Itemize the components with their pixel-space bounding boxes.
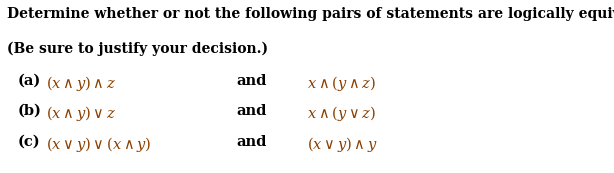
Text: $(x \wedge y) \wedge z$: $(x \wedge y) \wedge z$ bbox=[46, 74, 116, 93]
Text: $x \wedge (y \wedge z)$: $x \wedge (y \wedge z)$ bbox=[307, 74, 376, 93]
Text: and: and bbox=[236, 104, 266, 118]
Text: $(x \vee y) \wedge y$: $(x \vee y) \wedge y$ bbox=[307, 135, 378, 154]
Text: and: and bbox=[236, 135, 266, 149]
Text: (c): (c) bbox=[17, 135, 40, 149]
Text: $x \wedge (y \vee z)$: $x \wedge (y \vee z)$ bbox=[307, 104, 376, 123]
Text: $(x \vee y) \vee (x \wedge y)$: $(x \vee y) \vee (x \wedge y)$ bbox=[46, 135, 152, 154]
Text: (b): (b) bbox=[17, 104, 41, 118]
Text: (a): (a) bbox=[17, 74, 41, 88]
Text: and: and bbox=[236, 74, 266, 88]
Text: (Be sure to justify your decision.): (Be sure to justify your decision.) bbox=[7, 42, 268, 56]
Text: Determine whether or not the following pairs of statements are logically equival: Determine whether or not the following p… bbox=[7, 7, 614, 21]
Text: $(x \wedge y) \vee z$: $(x \wedge y) \vee z$ bbox=[46, 104, 116, 123]
